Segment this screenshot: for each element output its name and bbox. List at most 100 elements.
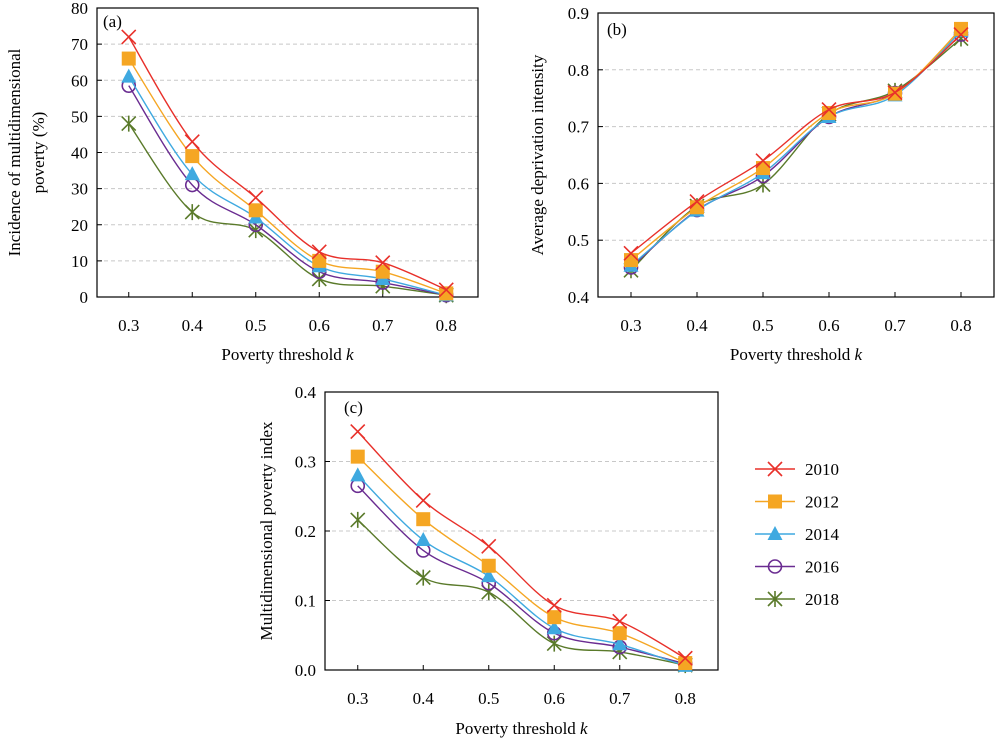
y-tick-label: 10 [71,252,88,271]
data-point-2012 [678,656,693,671]
y-tick-label: 30 [71,180,88,199]
data-point-2010 [612,613,628,629]
x-tick-label: 0.5 [752,316,773,335]
data-point-2018 [415,569,431,586]
data-point-2018 [546,635,562,652]
x-axis-label: Poverty threshold k [455,719,588,738]
series-line-2012 [128,58,447,295]
y-tick-label: 0.9 [568,4,589,23]
data-point-2012 [185,149,200,164]
y-tick-label: 0.8 [568,61,589,80]
panel-letter: (c) [344,398,363,417]
y-tick-label: 0.6 [568,174,589,193]
y-tick-label: 0 [80,288,89,307]
y-tick-label: 80 [71,0,88,18]
data-point-2010 [375,255,391,271]
y-axis-label: Incidence of multidimensional [5,48,24,256]
y-tick-label: 40 [71,144,88,163]
x-tick-label: 0.4 [413,689,435,708]
x-tick-label: 0.3 [620,316,641,335]
x-tick-label: 0.8 [950,316,971,335]
series-line-2018 [128,123,447,296]
data-point-2012 [624,253,638,268]
x-tick-label: 0.8 [675,689,696,708]
y-tick-label: 70 [71,35,88,54]
x-axis-label: Poverty threshold k [730,345,863,364]
x-tick-label: 0.3 [118,316,139,335]
data-point-2012 [312,253,327,268]
legend: 2010 2012 2014 2016 2018 [755,460,840,609]
data-point-2014 [350,467,366,482]
plot-frame [597,12,995,298]
legend-label: 2016 [805,558,839,577]
data-point-2010 [350,424,366,440]
data-point-2010 [546,597,562,613]
x-tick-label: 0.3 [347,689,368,708]
data-point-2012 [248,203,263,218]
x-tick-label: 0.7 [372,316,394,335]
data-point-2012 [375,264,390,279]
data-point-2014 [546,620,562,635]
y-tick-label: 20 [71,216,88,235]
data-point-2012 [350,449,365,464]
x-tick-label: 0.7 [884,316,906,335]
legend-label: 2012 [805,493,839,512]
y-tick-label: 50 [71,107,88,126]
data-point-2018 [184,204,200,221]
series-line-2012 [357,456,686,664]
data-point-2014 [184,166,200,181]
data-point-2012 [612,626,627,641]
y-tick-label: 0.1 [295,592,316,611]
y-axis-label: poverty (%) [29,112,48,194]
series-line-2014 [630,30,962,267]
y-tick-label: 0.0 [295,661,316,680]
data-point-2010 [821,101,837,118]
x-tick-label: 0.8 [436,316,457,335]
data-point-2012 [481,558,496,573]
data-point-2010 [677,650,693,666]
data-point-2014 [481,568,497,583]
data-point-2010 [311,244,327,260]
data-point-2012 [954,21,968,36]
y-axis-label: Average deprivation intensity [528,54,547,255]
y-tick-label: 0.7 [568,118,590,137]
data-point-2010 [953,27,969,43]
data-point-2014 [612,636,628,651]
x-tick-label: 0.5 [245,316,266,335]
data-point-2010 [689,194,705,210]
data-point-2012 [822,105,836,120]
y-tick-label: 0.4 [568,288,590,307]
panel-letter: (b) [607,20,627,39]
data-point-2012 [547,610,562,625]
data-point-2010 [438,282,454,298]
legend-marker-2016 [767,559,783,574]
y-tick-label: 60 [71,71,88,90]
x-tick-label: 0.4 [182,316,204,335]
panel-a: 0 10 20 30 40 50 60 70 80 0.3 0.4 0.5 0.6 0.7 0.8 Pover… [5,0,479,364]
data-point-2018 [121,115,137,132]
data-point-2010 [248,190,264,206]
y-tick-label: 0.3 [295,453,316,472]
x-tick-label: 0.6 [309,316,330,335]
data-point-2010 [623,245,639,261]
data-point-2010 [481,538,497,554]
panel-c: 0.0 0.1 0.2 0.3 0.4 0.3 0.4 0.5 0.6 0.7 0.8 Poverty… [257,383,719,738]
y-tick-label: 0.4 [295,383,317,402]
panel-b: 0.4 0.5 0.6 0.7 0.8 0.9 0.3 0.4 0.5 0.6 0.7 0.8 Pove… [528,4,995,364]
data-point-2012 [439,286,454,301]
y-axis-label: Multidimensional poverty index [257,421,276,641]
y-tick-label: 0.5 [568,231,589,250]
data-point-2010 [755,153,771,169]
data-point-2010 [887,84,903,101]
series-line-2016 [128,85,447,296]
x-tick-label: 0.7 [609,689,631,708]
data-point-2014 [415,532,431,547]
x-tick-label: 0.6 [544,689,565,708]
x-tick-label: 0.6 [818,316,839,335]
data-point-2018 [350,511,366,528]
x-tick-label: 0.5 [478,689,499,708]
x-tick-label: 0.4 [686,316,708,335]
legend-marker-2010 [767,461,783,477]
series-line-2010 [357,431,686,659]
